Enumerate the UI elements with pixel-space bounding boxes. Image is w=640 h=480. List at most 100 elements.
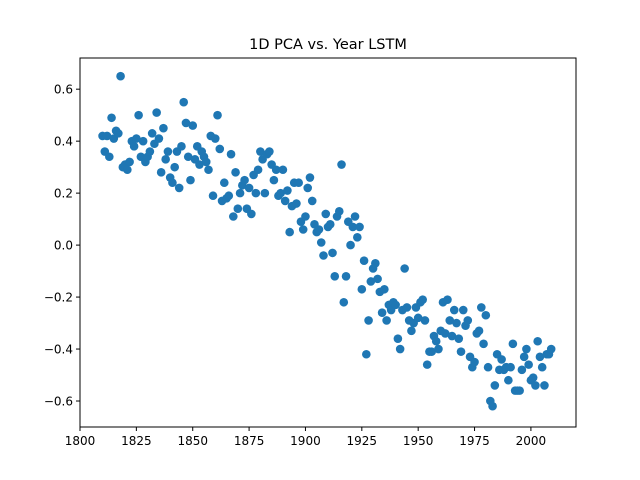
data-point	[156, 168, 166, 177]
x-tick-label: 1900	[290, 434, 321, 448]
data-point	[307, 196, 317, 206]
data-point	[116, 71, 125, 81]
data-point	[260, 188, 270, 198]
data-point	[407, 326, 416, 336]
data-point	[334, 207, 344, 216]
data-point	[219, 178, 229, 188]
data-point	[535, 352, 545, 362]
y-tick-label: 0.2	[54, 187, 73, 201]
data-point	[443, 295, 452, 304]
y-tick-label: −0.4	[44, 343, 73, 357]
data-point	[244, 183, 254, 193]
data-point	[201, 157, 211, 167]
data-points	[98, 71, 556, 411]
y-tick-label: −0.2	[44, 291, 73, 305]
data-point	[285, 227, 294, 237]
data-point	[413, 313, 423, 323]
data-point	[235, 188, 245, 198]
data-point	[359, 256, 369, 265]
data-point	[159, 123, 168, 133]
data-point	[395, 344, 405, 354]
data-point	[305, 173, 315, 182]
data-point	[301, 212, 310, 221]
data-point	[373, 274, 382, 284]
data-point	[483, 362, 493, 372]
data-point	[540, 381, 549, 390]
x-tick-label: 2000	[516, 434, 547, 448]
data-point	[226, 149, 236, 159]
data-point	[420, 316, 430, 325]
data-point	[346, 240, 355, 250]
data-point	[470, 357, 479, 367]
data-point	[276, 188, 285, 198]
data-point	[105, 152, 114, 162]
data-point	[195, 160, 204, 169]
data-point	[168, 178, 177, 188]
data-point	[325, 220, 335, 229]
data-point	[186, 175, 195, 185]
data-point	[348, 222, 358, 232]
data-point	[229, 212, 238, 221]
data-point	[231, 168, 240, 177]
data-point	[391, 300, 400, 310]
data-point	[161, 155, 170, 164]
data-point	[183, 152, 193, 162]
data-point	[488, 401, 497, 411]
data-point	[427, 347, 437, 356]
data-point	[440, 329, 450, 338]
data-point	[371, 258, 380, 268]
data-point	[204, 165, 213, 175]
data-point	[490, 381, 500, 390]
data-point	[350, 212, 360, 221]
data-point	[174, 183, 184, 193]
data-point	[145, 147, 155, 156]
data-point	[431, 336, 441, 346]
data-point	[188, 121, 198, 130]
x-tick-label: 1975	[459, 434, 490, 448]
data-point	[400, 264, 409, 273]
data-point	[515, 386, 524, 395]
data-point	[537, 362, 547, 372]
data-point	[215, 144, 225, 154]
data-point	[355, 222, 364, 232]
data-point	[454, 334, 464, 343]
data-point	[208, 191, 218, 201]
data-point	[256, 147, 265, 156]
data-point	[362, 349, 371, 359]
y-tick-label: −0.6	[44, 395, 73, 409]
data-point	[382, 316, 391, 325]
data-point	[265, 147, 274, 156]
data-point	[434, 344, 443, 354]
data-point	[303, 183, 313, 193]
data-point	[179, 97, 189, 107]
data-point	[380, 284, 389, 294]
data-point	[377, 308, 387, 317]
data-point	[522, 344, 531, 354]
data-point	[102, 131, 112, 141]
data-point	[447, 331, 457, 341]
data-point	[177, 142, 186, 151]
data-point	[506, 362, 515, 372]
data-point	[477, 303, 486, 312]
data-point	[134, 110, 143, 120]
data-point	[366, 277, 376, 286]
data-point	[132, 134, 141, 143]
y-axis: −0.6 −0.4 −0.2 0.0 0.2 0.4 0.6	[44, 83, 80, 409]
y-tick-label: 0.6	[54, 83, 73, 97]
data-point	[314, 225, 324, 234]
data-point	[213, 110, 222, 120]
data-point	[210, 134, 220, 143]
data-point	[339, 297, 349, 307]
data-point	[504, 375, 513, 385]
data-point	[321, 209, 331, 219]
data-point	[147, 129, 157, 138]
data-point	[497, 355, 506, 364]
data-point	[528, 373, 538, 382]
data-point	[519, 352, 529, 362]
data-point	[154, 134, 164, 143]
y-tick-label: 0.4	[54, 135, 73, 149]
y-tick-label: 0.0	[54, 239, 73, 253]
data-point	[364, 316, 373, 325]
data-point	[445, 316, 455, 325]
